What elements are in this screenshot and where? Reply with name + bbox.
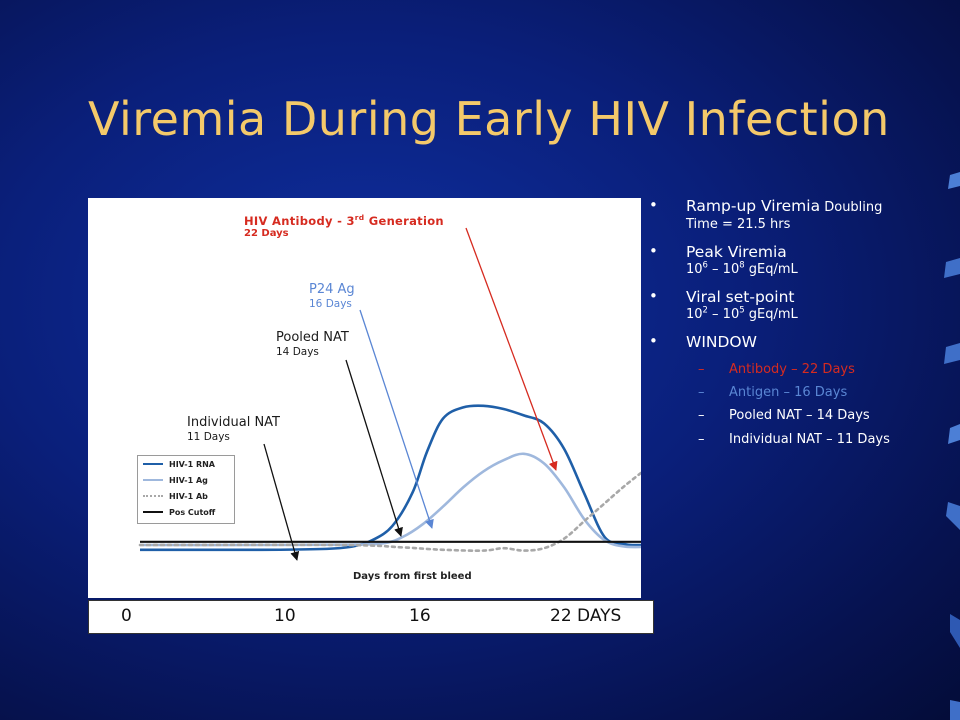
- legend-swatch-cutoff: [143, 511, 163, 513]
- days-tick-10: 10: [274, 606, 296, 626]
- window-item-antigen-text: Antigen – 16 Days: [729, 385, 848, 401]
- x-axis-title: Days from first bleed: [353, 571, 472, 582]
- window-item-individual-nat: – Individual NAT – 11 Days: [646, 432, 956, 448]
- days-axis-bar: 0 10 16 22 DAYS: [88, 600, 654, 634]
- annotation-antibody-days: 22 Days: [244, 228, 289, 240]
- annotation-antibody-label: HIV Antibody - 3rd Generation: [244, 213, 444, 228]
- legend-swatch-rna: [143, 463, 163, 465]
- legend-label-ag: HIV-1 Ag: [169, 475, 208, 485]
- slide-title: Viremia During Early HIV Infection: [88, 92, 890, 146]
- p24-arrow: [359, 309, 434, 529]
- dash-glyph: –: [698, 385, 705, 401]
- bullet-window-title: WINDOW: [686, 332, 757, 351]
- annotation-individual-nat-days: 11 Days: [187, 431, 230, 444]
- dash-glyph: –: [698, 408, 705, 424]
- window-item-antibody: – Antibody – 22 Days: [646, 362, 956, 378]
- chart-canvas: [138, 227, 641, 561]
- annotation-pooled-nat-label: Pooled NAT: [276, 330, 349, 345]
- days-tick-22: 22 DAYS: [550, 606, 622, 626]
- legend-item-rna: HIV-1 RNA: [138, 456, 234, 472]
- bullet-window: • WINDOW: [646, 332, 956, 352]
- bullet-ramp-up: • Ramp-up Viremia Doubling Time = 21.5 h…: [646, 196, 956, 234]
- decorative-stripes: [944, 172, 960, 720]
- window-item-pooled-nat: – Pooled NAT – 14 Days: [646, 408, 956, 424]
- bullet-dot: •: [649, 286, 658, 305]
- annotation-pooled-nat-days: 14 Days: [276, 346, 319, 359]
- days-tick-16: 16: [409, 606, 431, 626]
- chart-legend: HIV-1 RNA HIV-1 Ag HIV-1 Ab Pos Cutoff: [137, 455, 235, 524]
- bullet-list: • Ramp-up Viremia Doubling Time = 21.5 h…: [646, 196, 956, 455]
- legend-label-ab: HIV-1 Ab: [169, 491, 208, 501]
- antibody-arrow: [465, 227, 558, 471]
- window-item-antigen: – Antigen – 16 Days: [646, 385, 956, 401]
- legend-swatch-ag: [143, 479, 163, 481]
- bullet-ramp-up-detail: Time = 21.5 hrs: [686, 216, 791, 232]
- annotation-individual-nat: Individual NAT 11 Days: [187, 415, 280, 444]
- annotation-antibody: HIV Antibody - 3rd Generation 22 Days: [244, 214, 444, 241]
- window-item-individual-nat-text: Individual NAT – 11 Days: [729, 431, 890, 447]
- annotation-p24-label: P24 Ag: [309, 282, 355, 297]
- bullet-ramp-up-title: Ramp-up Viremia Doubling: [686, 197, 883, 215]
- dash-glyph: –: [698, 361, 705, 377]
- individual-nat-arrow: [263, 443, 300, 561]
- dash-glyph: –: [698, 431, 705, 447]
- bullet-set-point-title: Viral set-point: [686, 287, 795, 306]
- annotation-p24-days: 16 Days: [309, 298, 352, 311]
- pooled-nat-arrow: [345, 359, 403, 537]
- bullet-dot: •: [649, 196, 658, 214]
- legend-item-cutoff: Pos Cutoff: [138, 504, 234, 520]
- bullet-dot: •: [649, 241, 658, 260]
- series-line-hiv-1-rna: [139, 404, 641, 552]
- legend-item-ag: HIV-1 Ag: [138, 472, 234, 488]
- legend-label-cutoff: Pos Cutoff: [169, 507, 216, 517]
- legend-swatch-ab: [143, 495, 163, 497]
- annotation-individual-nat-label: Individual NAT: [187, 415, 280, 430]
- viremia-chart: HIV Antibody - 3rd Generation 22 Days P2…: [88, 198, 641, 598]
- days-tick-0: 0: [121, 606, 132, 626]
- annotation-p24: P24 Ag 16 Days: [309, 282, 355, 311]
- bullet-set-point-detail: 102 – 105 gEq/mL: [686, 304, 798, 322]
- legend-label-rna: HIV-1 RNA: [169, 459, 215, 469]
- bullet-peak-viremia-title: Peak Viremia: [686, 242, 787, 261]
- window-item-pooled-nat-text: Pooled NAT – 14 Days: [729, 408, 870, 424]
- annotation-pooled-nat: Pooled NAT 14 Days: [276, 330, 349, 359]
- bullet-peak-viremia-detail: 106 – 108 gEq/mL: [686, 259, 798, 277]
- legend-item-ab: HIV-1 Ab: [138, 488, 234, 504]
- series-line-hiv-1-ab: [138, 471, 641, 552]
- bullet-dot: •: [649, 331, 658, 350]
- window-item-antibody-text: Antibody – 22 Days: [729, 361, 855, 377]
- bullet-set-point: • Viral set-point 102 – 105 gEq/mL: [646, 287, 956, 324]
- bullet-peak-viremia: • Peak Viremia 106 – 108 gEq/mL: [646, 242, 956, 279]
